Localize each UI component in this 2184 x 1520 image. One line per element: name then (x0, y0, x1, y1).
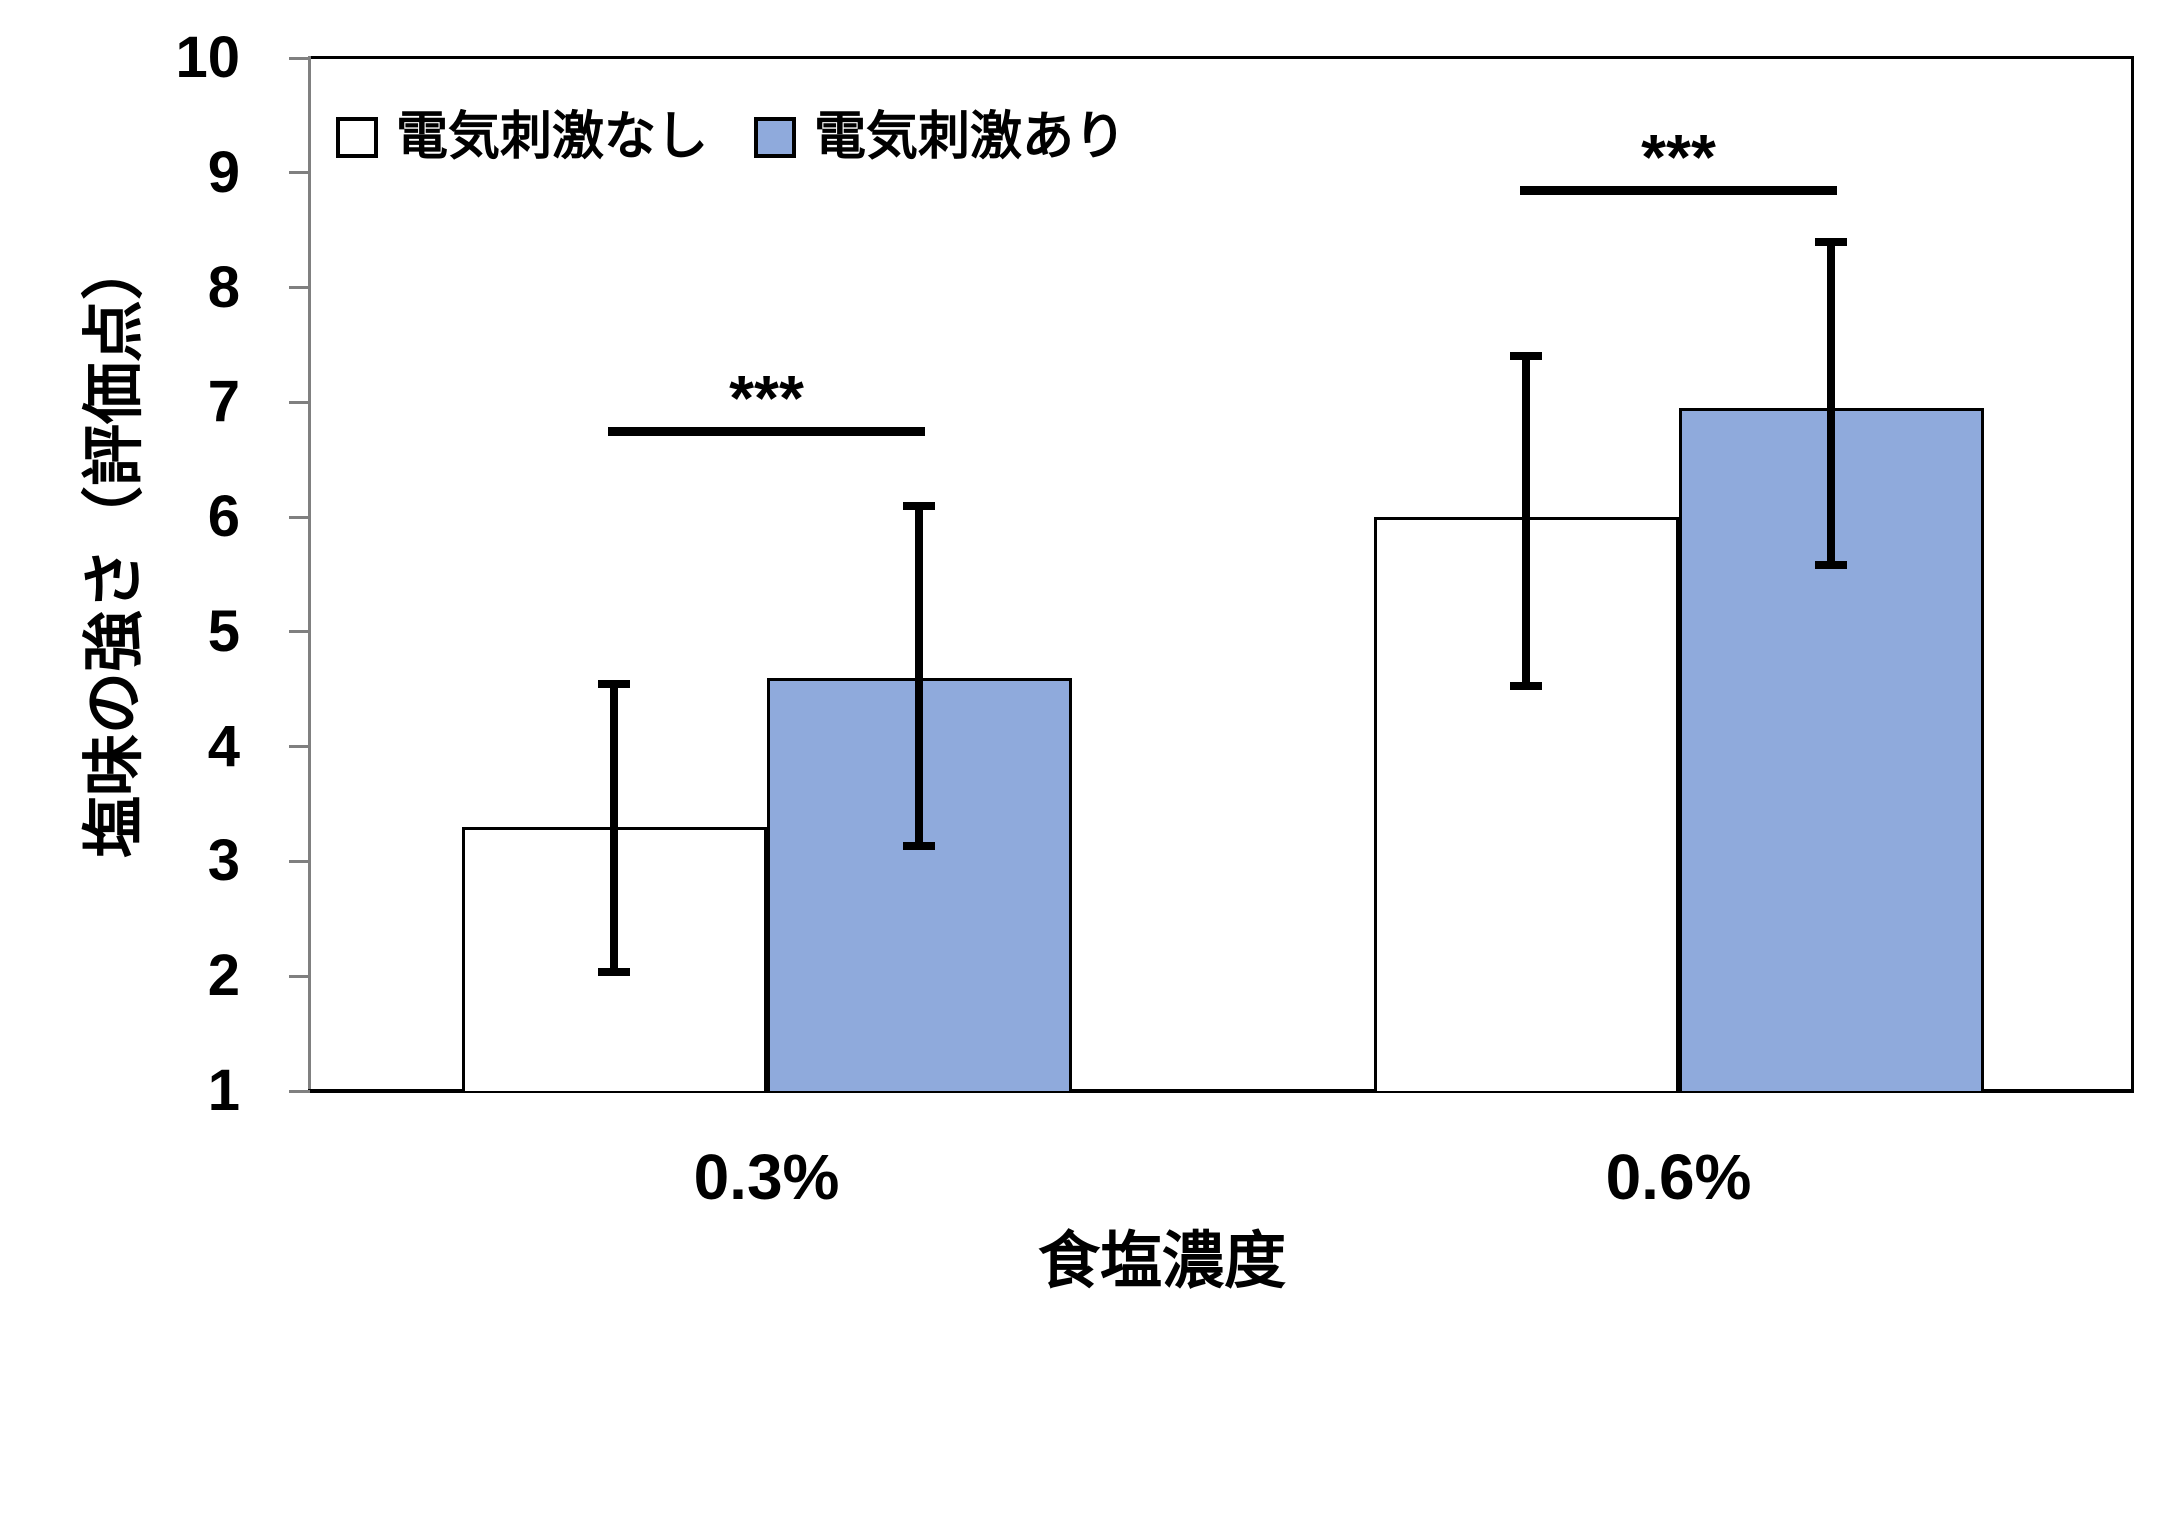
y-axis-tick (289, 859, 310, 863)
error-bar-cap-top (903, 501, 935, 510)
y-axis-tick (289, 630, 310, 634)
plot-border-right (2131, 56, 2134, 1093)
x-tick-label: 0.6% (1605, 1141, 1752, 1213)
plot-border-top (308, 56, 2134, 59)
y-tick-label: 7 (207, 369, 240, 435)
y-axis-tick (289, 515, 310, 519)
error-bar-cap-bottom (1815, 561, 1847, 570)
plot-area: 電気刺激なし 電気刺激あり 1 2 3 4 5 6 7 8 9 10 0.3% 0.6% *** *** (175, 29, 2134, 1209)
y-axis-tick (289, 745, 310, 749)
significance-line (608, 427, 925, 437)
x-axis-line (308, 1089, 2134, 1093)
error-bar-cap-bottom (903, 842, 935, 851)
y-tick-label: 1 (207, 1058, 240, 1123)
y-tick-label: 10 (175, 25, 240, 90)
significance-label: *** (1641, 120, 1716, 193)
y-tick-label: 3 (207, 828, 240, 894)
y-axis-tick (289, 974, 310, 978)
y-axis-tick (289, 1089, 310, 1093)
legend-item-stimulation: 電気刺激あり (754, 111, 1126, 163)
legend: 電気刺激なし 電気刺激あり (336, 104, 1126, 170)
error-bar-cap-bottom (1510, 681, 1542, 690)
y-tick-label: 8 (207, 254, 240, 320)
y-tick-label: 6 (207, 484, 240, 550)
y-tick-label: 4 (207, 713, 240, 779)
error-bar-cap-top (1510, 352, 1542, 361)
error-bar-cap-top (1815, 237, 1847, 246)
error-bar-line (915, 505, 923, 845)
legend-swatch-stimulation (754, 116, 797, 158)
legend-label-no-stimulation: 電気刺激なし (396, 108, 709, 166)
y-axis-tick (289, 286, 310, 290)
y-axis-tick (289, 400, 310, 404)
x-axis-title: 食塩濃度 (1037, 1227, 1286, 1296)
y-tick-label: 5 (207, 598, 240, 664)
legend-swatch-no-stimulation (336, 116, 378, 158)
significance-line (1520, 185, 1837, 195)
legend-label-stimulation: 電気刺激あり (814, 108, 1127, 166)
y-axis-line (308, 56, 311, 1093)
error-bar-line (1522, 356, 1530, 684)
significance-label: *** (729, 362, 804, 435)
y-axis-tick (289, 171, 310, 175)
y-tick-label: 9 (207, 139, 240, 205)
legend-item-no-stimulation: 電気刺激なし (336, 111, 708, 163)
error-bar-cap-bottom (598, 968, 630, 977)
x-tick-label: 0.3% (693, 1141, 840, 1213)
y-tick-label: 2 (207, 943, 240, 1009)
error-bar-line (1827, 241, 1835, 564)
error-bar-line (610, 683, 618, 971)
y-axis-tick (289, 56, 310, 60)
error-bar-cap-top (598, 679, 630, 688)
